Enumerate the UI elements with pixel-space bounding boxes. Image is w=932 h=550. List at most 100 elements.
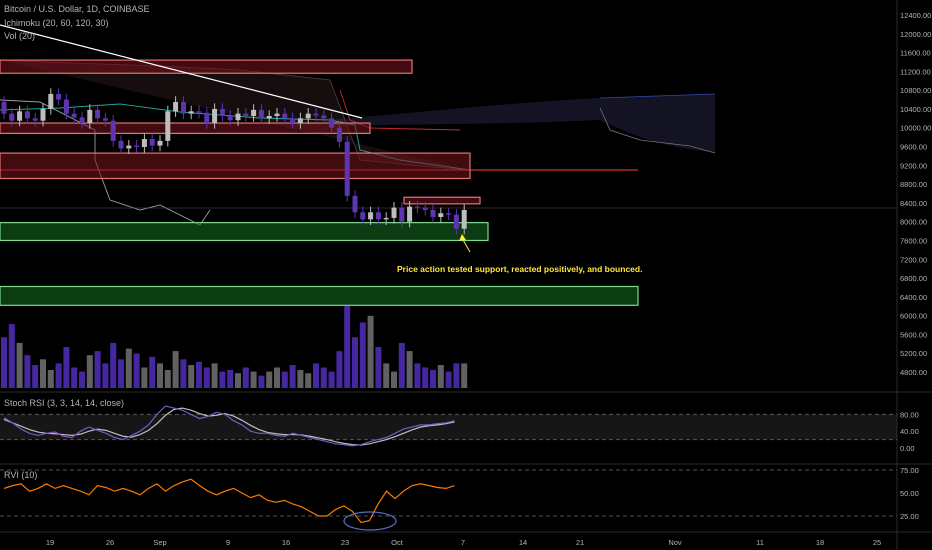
trend-line xyxy=(0,24,363,119)
candle-body xyxy=(461,209,467,229)
time-tick-label: 19 xyxy=(46,538,54,547)
candle-body xyxy=(227,115,233,121)
price-tick-label: 7200.00 xyxy=(900,255,927,264)
volume-bar xyxy=(430,369,436,388)
volume-bar xyxy=(406,351,413,388)
volume-bar xyxy=(172,351,179,388)
volume-bar xyxy=(274,367,280,388)
candle-body xyxy=(430,209,436,217)
candle-body xyxy=(274,113,280,116)
price-tick-label: 10000.00 xyxy=(900,124,931,133)
volume-bar xyxy=(367,315,374,388)
candle-body xyxy=(188,111,194,114)
candle-body xyxy=(24,111,30,119)
candle-body xyxy=(368,212,374,220)
volume-bar xyxy=(375,347,382,388)
resistance-zone-9200 xyxy=(0,152,471,180)
volume-bar xyxy=(32,365,39,388)
chart-title[interactable]: Bitcoin / U.S. Dollar, 1D, COINBASE xyxy=(4,4,150,14)
candle-body xyxy=(56,93,62,100)
time-tick-label: 7 xyxy=(461,538,465,547)
rvi-tick-label: 50.00 xyxy=(900,489,919,498)
ichimoku-span-a xyxy=(599,93,716,99)
volume-bar xyxy=(79,371,85,388)
volume-bar xyxy=(47,369,54,388)
candle-body xyxy=(17,111,23,121)
volume-bar xyxy=(281,371,288,388)
candle-body xyxy=(305,113,311,119)
volume-bar xyxy=(422,367,429,388)
candle-body xyxy=(196,111,202,113)
ichimoku-span-b xyxy=(599,107,716,154)
volume-bar xyxy=(110,342,117,388)
candle-body xyxy=(422,207,428,210)
volume-bar xyxy=(437,365,444,388)
volume-indicator-label[interactable]: Vol (20) xyxy=(4,31,36,41)
stoch-tick-label: 40.00 xyxy=(900,427,919,436)
candle-body xyxy=(383,217,389,220)
price-tick-label: 6000.00 xyxy=(900,312,927,321)
time-tick-label: Oct xyxy=(391,538,404,547)
volume-bar xyxy=(211,363,218,388)
stoch-d-line xyxy=(3,407,455,446)
price-tick-label: 7600.00 xyxy=(900,236,927,245)
volume-bar xyxy=(203,367,210,388)
volume-bar xyxy=(94,351,101,388)
support-zone-6400 xyxy=(0,285,639,306)
volume-bar xyxy=(55,363,62,388)
time-tick-label: 26 xyxy=(106,538,114,547)
price-tick-label: 8400.00 xyxy=(900,199,927,208)
volume-bar xyxy=(188,365,195,388)
candle-body xyxy=(63,99,69,114)
candle-body xyxy=(165,111,171,141)
candle-body xyxy=(258,109,264,119)
annotation-note[interactable]: Price action tested support, reacted pos… xyxy=(397,264,643,274)
volume-bar xyxy=(141,367,148,388)
volume-bar xyxy=(445,371,452,388)
time-tick-label: Nov xyxy=(668,538,682,547)
price-tick-label: 4800.00 xyxy=(900,368,927,377)
candle-body xyxy=(110,120,116,141)
price-tick-label: 11200.00 xyxy=(900,67,931,76)
volume-bar xyxy=(305,373,312,388)
rvi-label[interactable]: RVI (10) xyxy=(4,470,38,480)
volume-bar xyxy=(313,363,319,388)
price-tick-label: 11600.00 xyxy=(900,49,931,58)
candle-body xyxy=(336,127,342,142)
volume-bar xyxy=(180,359,187,388)
volume-bar xyxy=(453,363,460,388)
ichimoku-indicator-label[interactable]: Ichimoku (20, 60, 120, 30) xyxy=(4,18,109,28)
candle-body xyxy=(352,195,358,213)
price-tick-label: 9200.00 xyxy=(900,161,927,170)
stoch-tick-label: 80.00 xyxy=(900,410,919,419)
stoch-rsi-label[interactable]: Stoch RSI (3, 3, 14, 14, close) xyxy=(4,398,125,408)
time-tick-label: 11 xyxy=(756,538,764,547)
price-tick-label: 6400.00 xyxy=(900,293,927,302)
price-tick-label: 12400.00 xyxy=(900,11,931,20)
volume-bar xyxy=(289,365,296,388)
candle-body xyxy=(87,109,93,124)
volume-bar xyxy=(258,375,265,388)
volume-bar xyxy=(461,363,468,388)
volume-bar xyxy=(344,306,351,388)
candle-body xyxy=(360,212,366,220)
volume-bar xyxy=(328,371,335,388)
time-tick-label: 18 xyxy=(816,538,824,547)
candle-body xyxy=(71,113,77,118)
candle-body xyxy=(391,207,397,218)
candle-body xyxy=(48,93,54,109)
price-tick-label: 5200.00 xyxy=(900,349,927,358)
candle-body xyxy=(243,113,249,116)
resistance-zone-8450 xyxy=(403,196,481,205)
volume-bar xyxy=(336,351,343,388)
volume-bar xyxy=(118,359,124,388)
price-tick-label: 5600.00 xyxy=(900,330,927,339)
volume-bar xyxy=(297,369,304,388)
candle-body xyxy=(32,118,38,121)
volume-bar xyxy=(242,367,249,388)
candle-body xyxy=(329,118,335,128)
candle-body xyxy=(219,108,225,116)
volume-bar xyxy=(398,342,405,388)
